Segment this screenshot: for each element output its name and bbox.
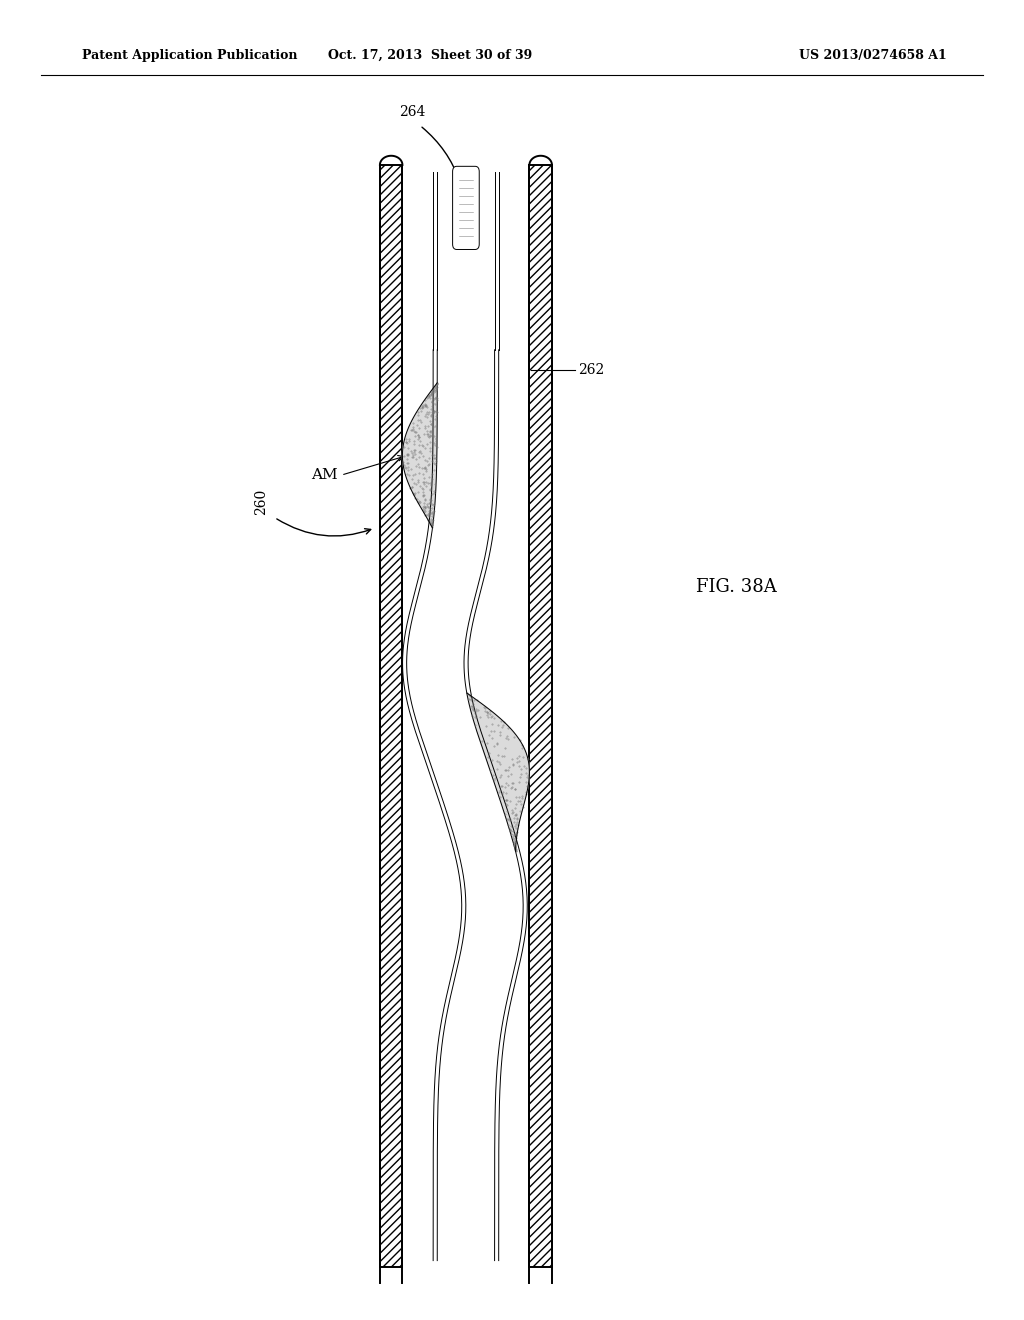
Polygon shape	[407, 350, 523, 1261]
FancyBboxPatch shape	[453, 166, 479, 249]
Text: FIG. 38A: FIG. 38A	[696, 578, 777, 597]
Bar	[529, 165, 552, 1267]
Text: Oct. 17, 2013  Sheet 30 of 39: Oct. 17, 2013 Sheet 30 of 39	[328, 49, 532, 62]
Bar	[437, 172, 495, 350]
Polygon shape	[402, 383, 437, 528]
Text: 262: 262	[579, 363, 605, 376]
Text: US 2013/0274658 A1: US 2013/0274658 A1	[799, 49, 946, 62]
Text: 260: 260	[254, 488, 268, 515]
Polygon shape	[467, 693, 529, 851]
Text: AM: AM	[311, 469, 338, 482]
Text: 264: 264	[398, 104, 425, 119]
Bar	[380, 165, 402, 1267]
Text: Patent Application Publication: Patent Application Publication	[82, 49, 297, 62]
